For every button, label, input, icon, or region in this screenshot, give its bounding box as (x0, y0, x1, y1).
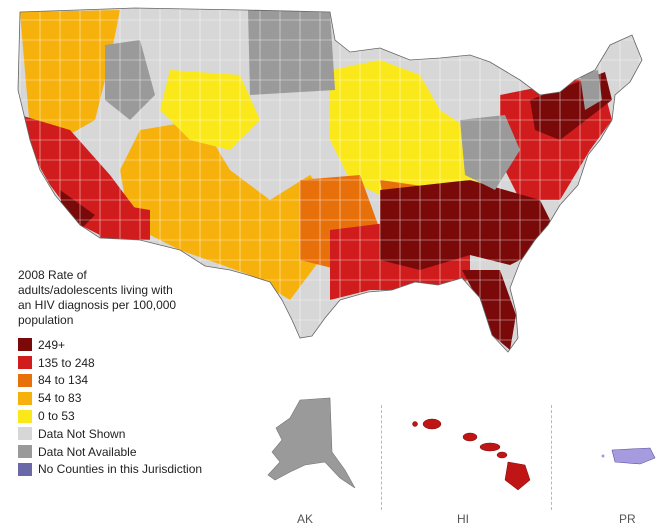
legend-item: Data Not Available (18, 443, 228, 461)
inset-label-ak: AK (297, 512, 314, 526)
legend-item: 0 to 53 (18, 407, 228, 425)
legend-swatch (18, 409, 32, 423)
inset-divider (551, 405, 552, 510)
legend-swatch (18, 391, 32, 405)
legend-label: Data Not Shown (38, 426, 126, 441)
legend: 2008 Rate of adults/adolescents living w… (18, 268, 228, 478)
legend-item: 54 to 83 (18, 389, 228, 407)
legend-label: No Counties in this Jurisdiction (38, 462, 203, 477)
inset-divider (381, 405, 382, 510)
puerto-rico-shape (611, 447, 656, 465)
legend-items: 249+ 135 to 248 84 to 134 54 to 83 0 to 53 Da… (18, 336, 228, 478)
hawaii-shapes (412, 418, 531, 491)
legend-item: 84 to 134 (18, 372, 228, 390)
legend-label: 54 to 83 (38, 391, 82, 406)
legend-swatch (18, 427, 32, 441)
legend-item: No Counties in this Jurisdiction (18, 461, 228, 479)
legend-label: 135 to 248 (38, 355, 95, 370)
legend-label: 84 to 134 (38, 373, 89, 388)
legend-swatch (18, 462, 32, 476)
legend-label: 0 to 53 (38, 409, 75, 424)
inset-label-pr: PR (619, 512, 636, 526)
legend-title: 2008 Rate of adults/adolescents living w… (18, 268, 177, 327)
alaska-shape (267, 397, 356, 489)
legend-item: 249+ (18, 336, 228, 354)
legend-swatch (18, 373, 32, 387)
inset-label-hi: HI (457, 512, 469, 526)
legend-swatch (18, 445, 32, 459)
legend-item: 135 to 248 (18, 354, 228, 372)
us-outline (17, 7, 643, 353)
legend-swatch (18, 356, 32, 370)
legend-label: Data Not Available (38, 444, 137, 459)
legend-label: 249+ (38, 337, 66, 352)
legend-item: Data Not Shown (18, 425, 228, 443)
legend-swatch (18, 338, 32, 352)
